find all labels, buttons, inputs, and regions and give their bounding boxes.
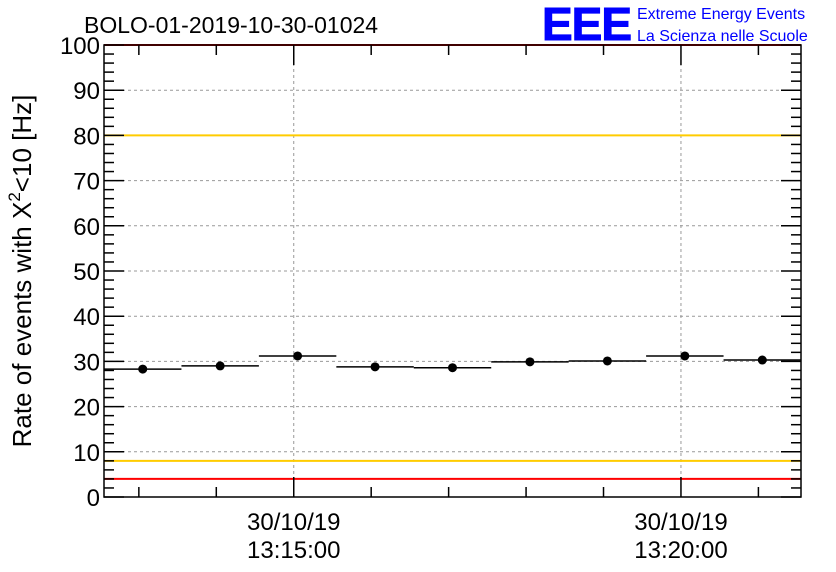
- grid: [104, 45, 801, 497]
- data-point: [215, 361, 225, 371]
- y-axis-label-prefix: Rate of events with X: [7, 202, 37, 448]
- data-point: [293, 351, 303, 361]
- data-point: [680, 351, 690, 361]
- logo-line1: Extreme Energy Events: [637, 6, 805, 23]
- data-point: [602, 356, 612, 366]
- y-tick-label: 30: [73, 349, 100, 376]
- x-tick-time: 13:20:00: [634, 537, 727, 564]
- data-point: [138, 364, 148, 374]
- y-axis-label-sup: 2: [5, 192, 24, 201]
- eee-logo: EEE Extreme Energy Events La Scienza nel…: [542, 0, 808, 51]
- y-tick-labels: 0 10 20 30 40 50 60 70 80 90 100: [60, 33, 100, 512]
- x-tick-date: 30/10/19: [634, 509, 727, 536]
- y-tick-label: 80: [73, 123, 100, 150]
- axis-ticks: [104, 44, 801, 498]
- y-axis-label-suffix: <10 [Hz]: [7, 95, 37, 193]
- y-tick-label: 90: [73, 78, 100, 105]
- data-point: [370, 362, 380, 372]
- y-axis-label: Rate of events with X2<10 [Hz]: [5, 95, 37, 448]
- y-tick-label: 10: [73, 440, 100, 467]
- y-tick-label: 60: [73, 214, 100, 241]
- x-tick-time: 13:15:00: [247, 537, 340, 564]
- data-markers: [104, 351, 801, 374]
- x-tick-date: 30/10/19: [247, 509, 340, 536]
- y-tick-label: 50: [73, 259, 100, 286]
- y-tick-label: 100: [60, 33, 100, 60]
- logo-line2: La Scienza nelle Scuole: [637, 28, 808, 45]
- data-point: [448, 363, 457, 373]
- data-point: [757, 355, 767, 365]
- y-tick-label: 70: [73, 169, 100, 196]
- y-tick-label: 0: [87, 485, 100, 512]
- y-tick-label: 40: [73, 304, 100, 331]
- logo-letters: EEE: [542, 0, 631, 50]
- data-point: [525, 357, 535, 367]
- chart-title: BOLO-01-2019-10-30-01024: [84, 12, 378, 38]
- y-tick-label: 20: [73, 395, 100, 422]
